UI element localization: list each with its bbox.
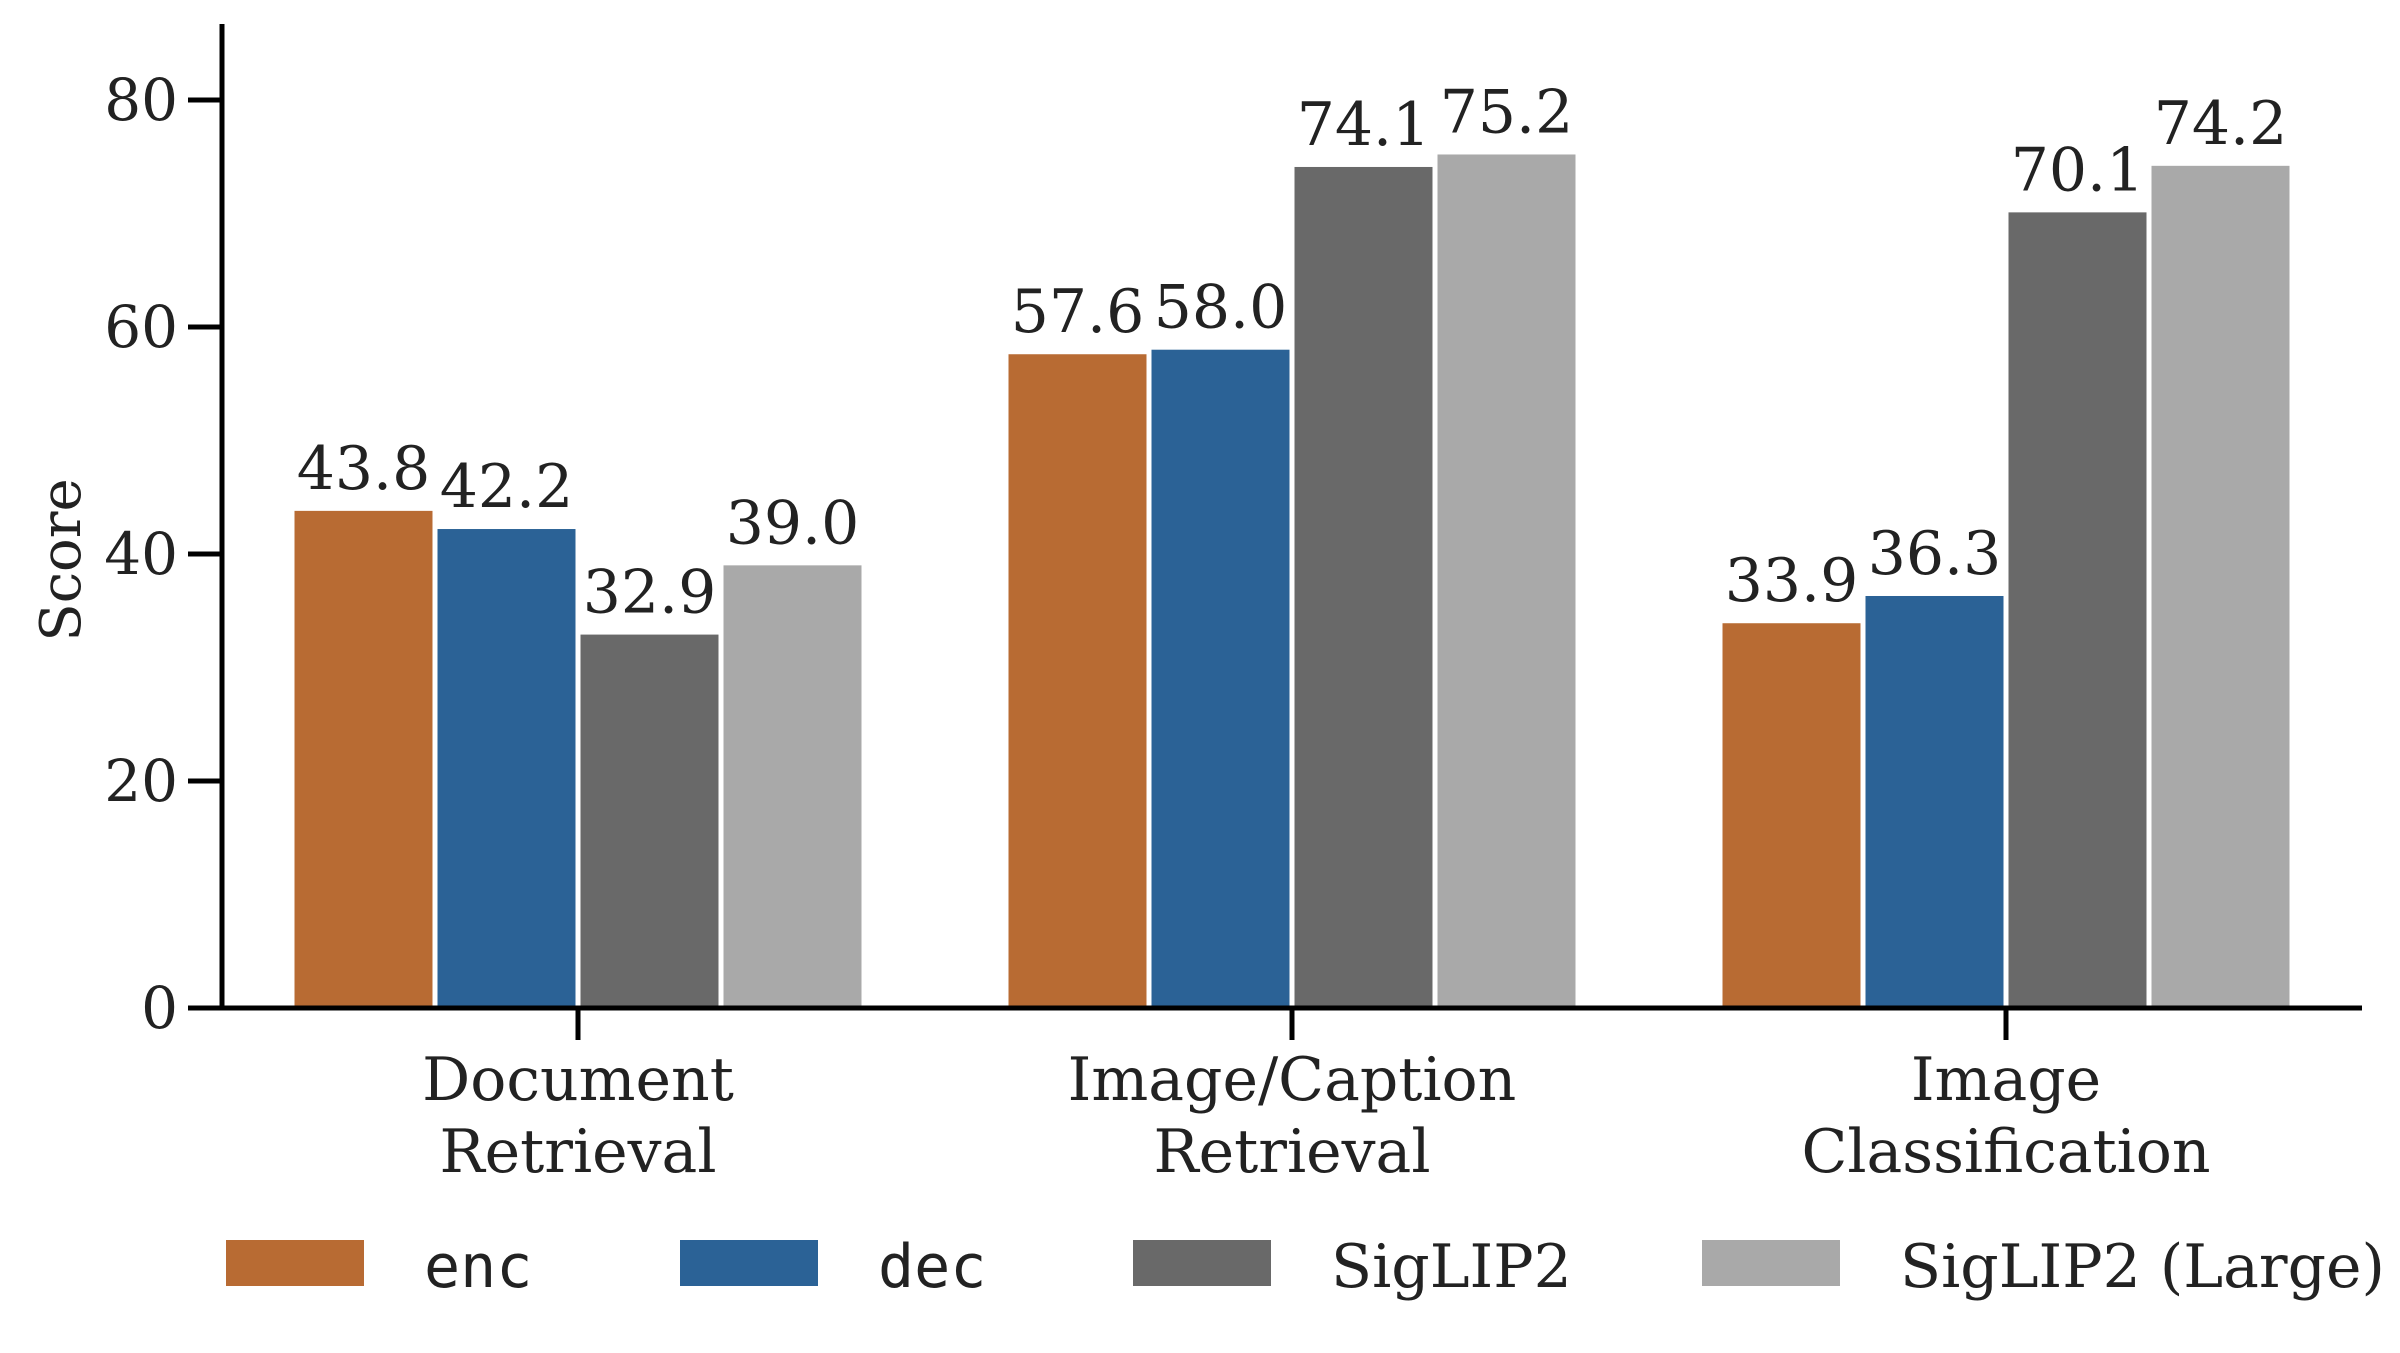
bar-value-label: 74.1 <box>1297 90 1431 160</box>
bar-value-labels: 43.8 57.6 33.9 42.2 58.0 36.3 32.9 74.1 70.1 39.0… <box>297 77 2288 627</box>
x-tick-label: Retrieval <box>1153 1117 1430 1187</box>
bar-value-label: 75.2 <box>1440 77 1574 147</box>
bar-value-label: 58.0 <box>1154 273 1288 343</box>
y-axis-ticks: 0 20 40 60 80 <box>104 66 222 1042</box>
bar-siglip2-0 <box>580 634 719 1008</box>
bar-value-label: 39.0 <box>726 488 860 558</box>
bar-value-label: 33.9 <box>1725 546 1859 616</box>
bars <box>294 154 2290 1009</box>
y-tick-label: 20 <box>104 747 178 815</box>
y-tick-label: 0 <box>141 974 178 1042</box>
legend-swatch <box>226 1240 364 1286</box>
bar-value-label: 74.2 <box>2154 89 2288 159</box>
bar-value-label: 43.8 <box>297 434 431 504</box>
bar-siglip2-1 <box>1294 166 1433 1009</box>
bar-siglip2-large--1 <box>1437 154 1576 1009</box>
y-tick-label: 40 <box>104 520 178 588</box>
bar-value-label: 32.9 <box>583 558 717 628</box>
bar-dec-0 <box>437 529 576 1008</box>
y-axis-title: Score <box>29 478 94 641</box>
x-tick-label: Classification <box>1801 1117 2210 1187</box>
legend: enc dec SigLIP2 SigLIP2 (Large) <box>226 1232 2385 1302</box>
bar-dec-1 <box>1151 349 1290 1008</box>
x-tick-label: Document <box>422 1045 734 1115</box>
legend-swatch <box>1133 1240 1271 1286</box>
bar-siglip2-large--2 <box>2151 165 2290 1008</box>
legend-label: enc <box>424 1232 532 1302</box>
bar-enc-0 <box>294 510 433 1008</box>
bar-value-label: 57.6 <box>1011 277 1145 347</box>
y-tick-label: 60 <box>104 293 178 361</box>
x-axis-ticks: DocumentRetrievalImage/CaptionRetrievalI… <box>422 1008 2211 1187</box>
bar-dec-2 <box>1865 595 2004 1008</box>
x-tick-label: Image <box>1911 1045 2101 1115</box>
y-tick-label: 80 <box>104 66 178 134</box>
legend-label: SigLIP2 <box>1331 1232 1572 1302</box>
x-tick-label: Retrieval <box>439 1117 716 1187</box>
x-tick-label: Image/Caption <box>1068 1045 1517 1115</box>
y-axis-label: Score <box>29 478 94 641</box>
legend-swatch <box>680 1240 818 1286</box>
bar-value-label: 70.1 <box>2011 135 2145 205</box>
bar-value-label: 42.2 <box>440 452 574 522</box>
bar-siglip2-large--0 <box>723 565 862 1008</box>
bar-value-label: 36.3 <box>1868 519 2002 589</box>
legend-swatch <box>1702 1240 1840 1286</box>
legend-label: SigLIP2 (Large) <box>1900 1232 2385 1302</box>
bar-enc-1 <box>1008 354 1147 1008</box>
bar-enc-2 <box>1722 623 1861 1008</box>
legend-label: dec <box>878 1232 986 1302</box>
bar-siglip2-2 <box>2008 212 2147 1009</box>
